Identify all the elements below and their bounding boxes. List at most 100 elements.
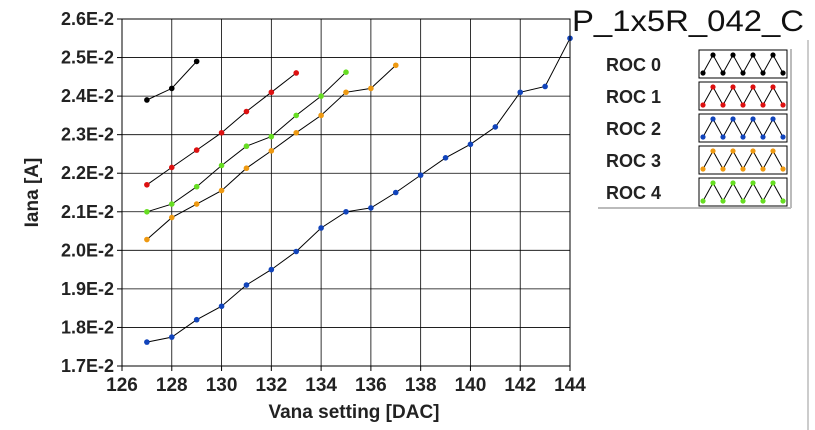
legend-marker — [700, 166, 706, 172]
data-point — [343, 89, 349, 96]
data-points — [144, 35, 573, 345]
data-point — [168, 334, 175, 340]
data-point — [268, 89, 275, 96]
legend-marker — [700, 134, 706, 140]
data-point — [168, 85, 175, 92]
legend-marker — [770, 84, 776, 90]
legend-marker — [740, 70, 746, 76]
y-tick-label: 1.7E-2 — [61, 356, 114, 376]
legend-marker — [760, 134, 766, 140]
legend-marker — [720, 70, 726, 76]
data-point — [293, 248, 300, 255]
x-tick-label: 140 — [455, 375, 487, 396]
data-point — [293, 112, 300, 119]
plot-frame — [121, 18, 571, 367]
data-point — [218, 129, 225, 136]
y-tick-label: 2.0E-2 — [61, 240, 114, 260]
legend-marker — [750, 116, 756, 122]
x-axis-label: Vana setting [DAC] — [268, 402, 439, 423]
data-point — [144, 236, 150, 243]
data-point — [218, 303, 225, 310]
legend-label: ROC 3 — [606, 151, 661, 171]
legend-marker — [730, 148, 736, 154]
data-point — [268, 133, 275, 140]
legend-marker — [710, 148, 716, 154]
data-point — [168, 214, 175, 221]
data-point — [542, 83, 548, 90]
legend-marker — [700, 198, 706, 204]
x-tick-label: 142 — [504, 375, 536, 396]
series-line — [146, 71, 347, 213]
data-point — [193, 316, 200, 323]
y-tick-label: 2.1E-2 — [61, 202, 114, 222]
legend-marker — [740, 102, 746, 108]
legend-marker — [740, 166, 746, 172]
legend-marker — [710, 84, 716, 90]
data-point — [417, 172, 424, 178]
data-point — [318, 93, 324, 99]
x-tick-label: 130 — [206, 375, 238, 396]
legend-marker — [730, 116, 736, 122]
y-axis-label: Iana [A] — [22, 158, 43, 228]
x-tick-label: 132 — [255, 375, 287, 396]
legend-marker — [740, 198, 746, 204]
legend-marker — [760, 198, 766, 204]
y-tick-label: 2.2E-2 — [61, 163, 114, 183]
legend-marker — [720, 134, 726, 140]
legend-marker — [780, 134, 786, 140]
legend-label: ROC 4 — [606, 183, 661, 203]
legend-marker — [720, 166, 726, 172]
data-point — [343, 208, 349, 215]
legend-marker — [770, 148, 776, 154]
legend-marker — [780, 70, 786, 76]
y-tick-label: 2.6E-2 — [61, 9, 114, 29]
legend-marker — [760, 70, 766, 76]
x-tick-label: 134 — [305, 375, 337, 396]
y-tick-label: 2.4E-2 — [61, 86, 114, 106]
data-point — [243, 165, 250, 172]
data-point — [144, 339, 150, 345]
x-tick-label: 144 — [554, 375, 586, 396]
legend-marker — [770, 116, 776, 122]
data-point — [218, 162, 225, 169]
legend-marker — [730, 84, 736, 90]
data-point — [343, 69, 349, 76]
data-point — [293, 129, 300, 136]
y-tick-label: 2.3E-2 — [61, 125, 114, 145]
data-point — [492, 124, 499, 130]
x-tick-label: 126 — [106, 375, 138, 396]
legend-marker — [730, 52, 736, 58]
y-tick-label: 1.9E-2 — [61, 279, 114, 299]
data-point — [193, 201, 200, 207]
legend-marker — [750, 84, 756, 90]
data-point — [318, 112, 324, 119]
data-point — [144, 97, 150, 103]
chart-title: P_1x5R_042_C — [572, 5, 804, 38]
data-point — [243, 108, 250, 115]
data-point — [368, 85, 374, 92]
data-point — [193, 183, 200, 190]
legend-marker — [770, 52, 776, 58]
legend-marker — [750, 148, 756, 154]
data-point — [318, 225, 324, 231]
data-point — [517, 89, 524, 96]
x-tick-label: 136 — [355, 375, 387, 396]
x-tick-label: 128 — [156, 375, 188, 396]
data-point — [193, 147, 200, 153]
data-point — [144, 181, 150, 188]
legend-marker — [750, 52, 756, 58]
legend-marker — [740, 134, 746, 140]
legend-marker — [710, 116, 716, 122]
legend-label: ROC 0 — [606, 55, 661, 75]
series-line — [146, 38, 571, 343]
data-point — [293, 70, 300, 76]
y-tick-label: 2.5E-2 — [61, 48, 114, 68]
legend-marker — [710, 180, 716, 186]
legend-marker — [780, 102, 786, 108]
tick-labels: 126 128 130 132 134 136 138 140 142 144 1.7E-2 1.8E… — [61, 9, 586, 396]
legend-marker — [710, 52, 716, 58]
series-lines — [146, 38, 571, 343]
data-point — [144, 208, 150, 215]
legend-marker — [760, 102, 766, 108]
